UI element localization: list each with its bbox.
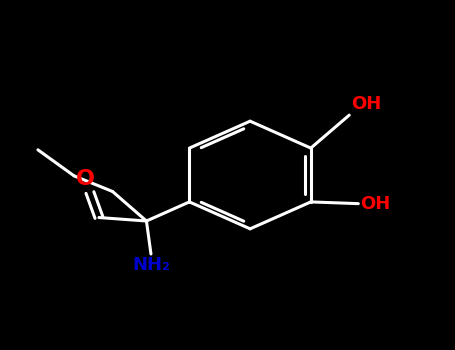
Text: NH₂: NH₂: [132, 256, 170, 274]
Text: O: O: [76, 169, 95, 189]
Text: OH: OH: [360, 195, 391, 213]
Text: OH: OH: [352, 95, 382, 113]
